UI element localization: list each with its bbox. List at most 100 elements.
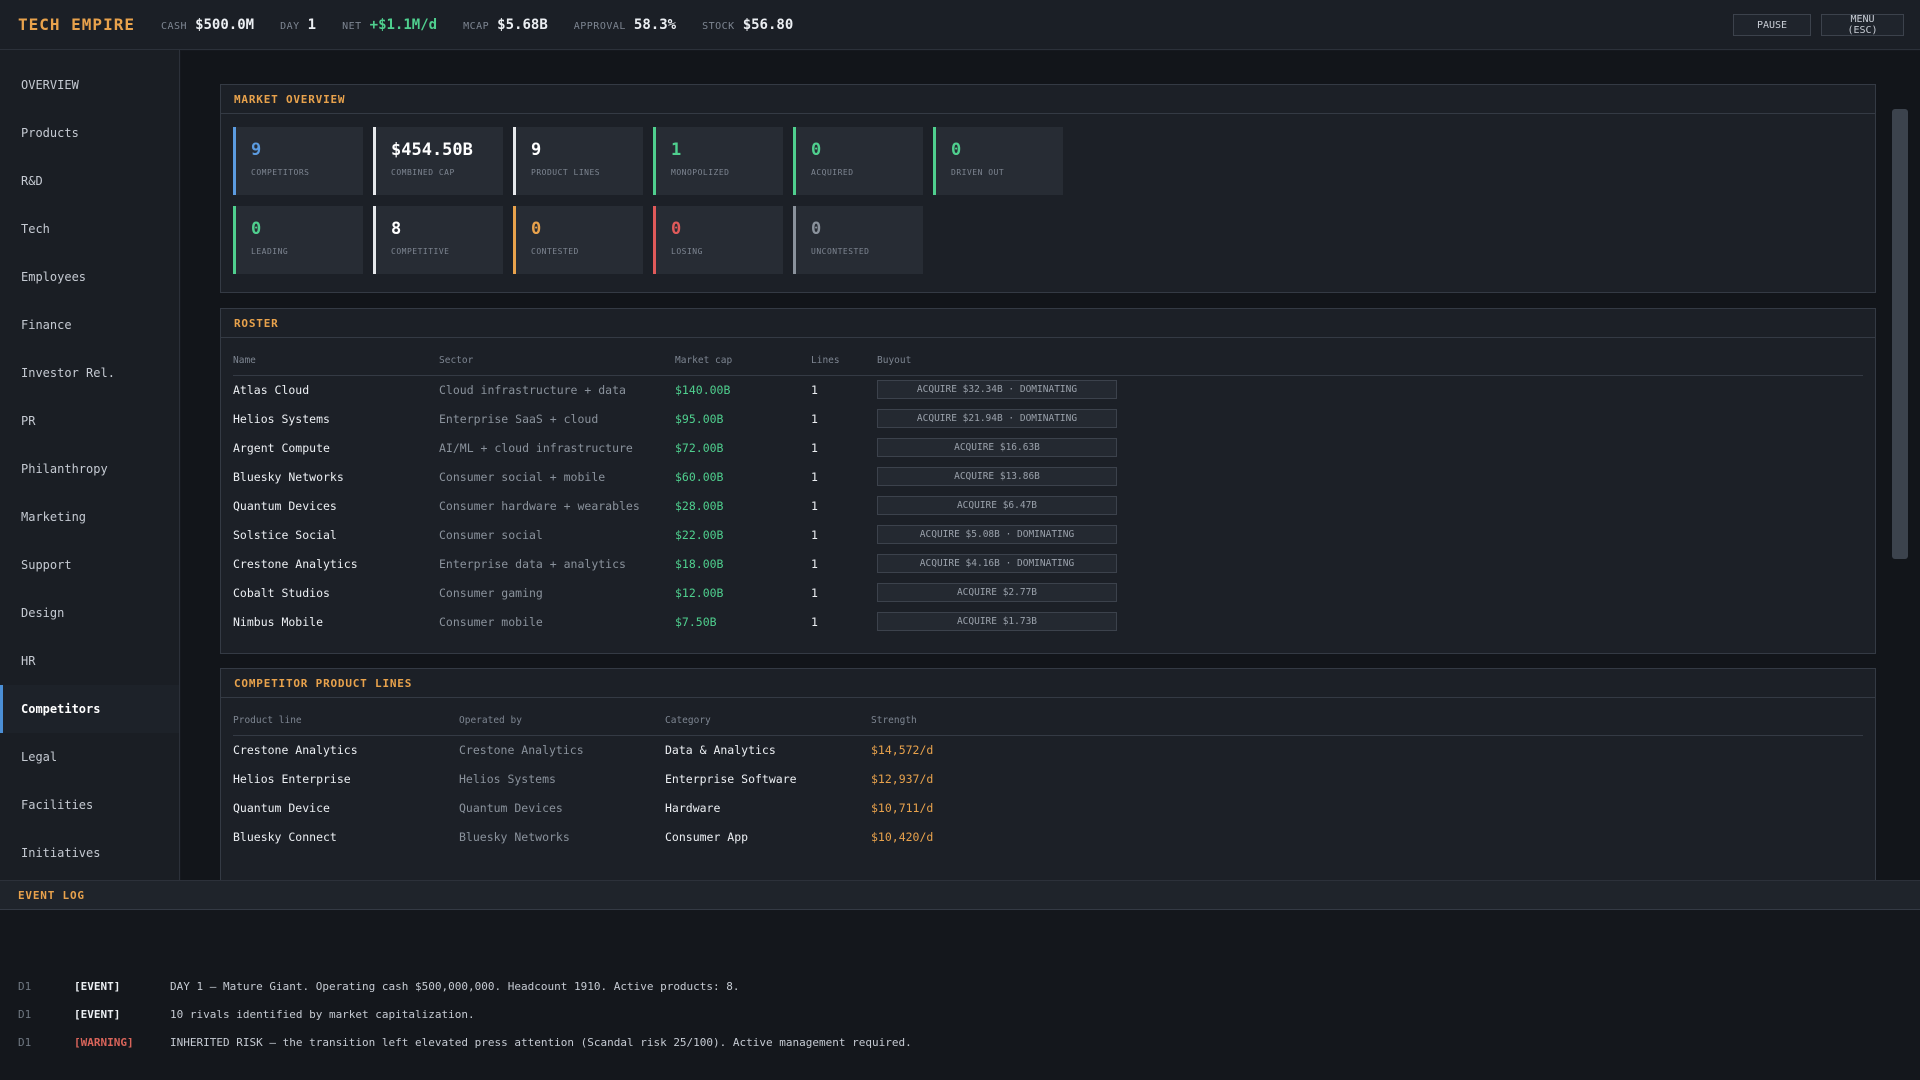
stat-card-value: 0 bbox=[531, 219, 542, 239]
market-overview-title: MARKET OVERVIEW bbox=[221, 85, 1875, 114]
buyout-cell: ACQUIRE $1.73B bbox=[877, 607, 1863, 636]
sidebar-item-pr[interactable]: PR bbox=[21, 414, 36, 428]
acquire-button[interactable]: ACQUIRE $1.73B bbox=[877, 612, 1117, 631]
product-line-category: Consumer App bbox=[665, 829, 749, 844]
acquire-button[interactable]: ACQUIRE $21.94B · DOMINATING bbox=[877, 409, 1117, 428]
competitor-market-cap: $95.00B bbox=[675, 411, 724, 426]
sidebar-item-r-d[interactable]: R&D bbox=[21, 174, 43, 188]
stat-card-contested: 0 CONTESTED bbox=[513, 206, 643, 274]
column-header: Lines bbox=[811, 347, 877, 376]
table-row: Solstice Social Consumer social $22.00B 1 AC… bbox=[233, 520, 1863, 549]
event-text: DAY 1 — Mature Giant. Operating cash $50… bbox=[170, 979, 740, 993]
competitor-name: Argent Compute bbox=[233, 440, 330, 455]
stat-card-value: 1 bbox=[671, 140, 682, 160]
sidebar-item-tech[interactable]: Tech bbox=[21, 222, 50, 236]
table-row: Argent Compute AI/ML + cloud infrastructu… bbox=[233, 433, 1863, 462]
acquire-button[interactable]: ACQUIRE $5.08B · DOMINATING bbox=[877, 525, 1117, 544]
competitor-lines: 1 bbox=[811, 498, 818, 513]
market-overview-panel: MARKET OVERVIEW 9 COMPETITORS $454.50B COMB… bbox=[220, 84, 1876, 293]
stat-label: APPROVAL bbox=[573, 20, 626, 32]
acquire-button[interactable]: ACQUIRE $32.34B · DOMINATING bbox=[877, 380, 1117, 400]
sidebar-item-overview[interactable]: OVERVIEW bbox=[21, 78, 79, 92]
acquire-button[interactable]: ACQUIRE $13.86B bbox=[877, 467, 1117, 486]
pause-button[interactable]: PAUSE bbox=[1733, 14, 1811, 36]
sidebar-item-employees[interactable]: Employees bbox=[21, 270, 87, 284]
stat-card-combined-cap: $454.50B COMBINED CAP bbox=[373, 127, 503, 195]
competitor-lines: 1 bbox=[811, 382, 818, 397]
stat-card-acquired: 0 ACQUIRED bbox=[793, 127, 923, 195]
product-line-operator: Quantum Devices bbox=[459, 800, 563, 815]
roster-panel: ROSTER Name Sector Market cap Lines Buyout At… bbox=[220, 308, 1876, 654]
stat-card-label: LOSING bbox=[671, 247, 703, 256]
table-row: Nimbus Mobile Consumer mobile $7.50B 1 ACQUI… bbox=[233, 607, 1863, 636]
event-day: D1 bbox=[18, 1007, 32, 1021]
product-line-operator: Helios Systems bbox=[459, 771, 556, 786]
sidebar-item-finance[interactable]: Finance bbox=[21, 318, 72, 332]
stat-label: MCAP bbox=[463, 20, 490, 32]
table-row: Quantum Device Quantum Devices Hardware $10… bbox=[233, 793, 1863, 822]
sidebar-item-philanthropy[interactable]: Philanthropy bbox=[21, 462, 108, 476]
competitor-sector: Consumer social + mobile bbox=[439, 469, 606, 484]
sidebar-item-investor-rel[interactable]: Investor Rel. bbox=[21, 366, 115, 380]
roster-header-row: Name Sector Market cap Lines Buyout bbox=[233, 347, 1863, 376]
column-header: Operated by bbox=[459, 707, 665, 736]
product-line-name: Bluesky Connect bbox=[233, 829, 337, 844]
stat-card-leading: 0 LEADING bbox=[233, 206, 363, 274]
stat-label: CASH bbox=[160, 20, 188, 32]
product-line-strength: $10,711/d bbox=[871, 800, 934, 815]
acquire-button[interactable]: ACQUIRE $4.16B · DOMINATING bbox=[877, 554, 1117, 573]
competitor-market-cap: $60.00B bbox=[675, 469, 724, 484]
stat-card-label: COMPETITIVE bbox=[391, 247, 450, 256]
competitor-name: Quantum Devices bbox=[233, 498, 337, 513]
competitor-market-cap: $28.00B bbox=[675, 498, 724, 513]
event-log-entry: D1 [WARNING] INHERITED RISK — the transiti… bbox=[18, 1032, 912, 1052]
competitor-name: Helios Systems bbox=[233, 411, 330, 426]
product-line-category: Data & Analytics bbox=[665, 742, 776, 757]
competitor-name: Crestone Analytics bbox=[233, 556, 358, 571]
product-line-name: Crestone Analytics bbox=[233, 742, 358, 757]
acquire-button[interactable]: ACQUIRE $2.77B bbox=[877, 583, 1117, 602]
stat-card-label: ACQUIRED bbox=[811, 168, 854, 177]
competitor-lines: 1 bbox=[811, 585, 818, 600]
table-row: Helios Enterprise Helios Systems Enterpris… bbox=[233, 764, 1863, 793]
sidebar-item-design[interactable]: Design bbox=[21, 606, 65, 620]
competitor-sector: Enterprise data + analytics bbox=[439, 556, 626, 571]
stat-card-label: CONTESTED bbox=[531, 247, 579, 256]
stat-value: $500.0M bbox=[195, 16, 255, 33]
event-type: [EVENT] bbox=[74, 979, 121, 993]
competitor-sector: AI/ML + cloud infrastructure bbox=[439, 440, 633, 455]
sidebar-item-marketing[interactable]: Marketing bbox=[21, 510, 87, 524]
sidebar-item-products[interactable]: Products bbox=[21, 126, 79, 140]
sidebar-item-competitors[interactable]: Competitors bbox=[0, 685, 179, 733]
competitor-sector: Consumer gaming bbox=[439, 585, 543, 600]
buyout-cell: ACQUIRE $5.08B · DOMINATING bbox=[877, 520, 1863, 549]
product-line-operator: Bluesky Networks bbox=[459, 829, 570, 844]
menu-button[interactable]: MENU (ESC) bbox=[1821, 14, 1904, 36]
competitor-lines: 1 bbox=[811, 469, 818, 484]
buyout-cell: ACQUIRE $32.34B · DOMINATING bbox=[877, 375, 1863, 404]
product-lines-header-row: Product line Operated by Category Strength bbox=[233, 707, 1863, 736]
stat-card-label: MONOPOLIZED bbox=[671, 168, 730, 177]
stat-cash: CASH $500.0M bbox=[161, 17, 254, 33]
competitor-market-cap: $22.00B bbox=[675, 527, 724, 542]
stat-card-value: 0 bbox=[671, 219, 682, 239]
competitor-market-cap: $72.00B bbox=[675, 440, 724, 455]
sidebar: OVERVIEW Products R&D Tech Employees Finance I… bbox=[0, 50, 180, 880]
column-header: Buyout bbox=[877, 347, 1863, 376]
stat-value: 1 bbox=[307, 16, 317, 33]
sidebar-item-support[interactable]: Support bbox=[21, 558, 72, 572]
stat-card-product-lines: 9 PRODUCT LINES bbox=[513, 127, 643, 195]
sidebar-item-hr[interactable]: HR bbox=[21, 654, 36, 668]
roster-table: Name Sector Market cap Lines Buyout Atlas Clo… bbox=[233, 347, 1863, 636]
stat-card-value: 0 bbox=[251, 219, 262, 239]
sidebar-item-facilities[interactable]: Facilities bbox=[21, 798, 94, 812]
event-log-title: EVENT LOG bbox=[0, 881, 1920, 910]
event-type: [WARNING] bbox=[74, 1035, 134, 1049]
competitor-name: Nimbus Mobile bbox=[233, 614, 324, 629]
acquire-button[interactable]: ACQUIRE $6.47B bbox=[877, 496, 1117, 515]
sidebar-item-legal[interactable]: Legal bbox=[21, 750, 58, 764]
main-scrollbar[interactable] bbox=[1892, 109, 1908, 559]
sidebar-item-initiatives[interactable]: Initiatives bbox=[21, 846, 101, 860]
stat-card-label: LEADING bbox=[251, 247, 289, 256]
acquire-button[interactable]: ACQUIRE $16.63B bbox=[877, 438, 1117, 457]
